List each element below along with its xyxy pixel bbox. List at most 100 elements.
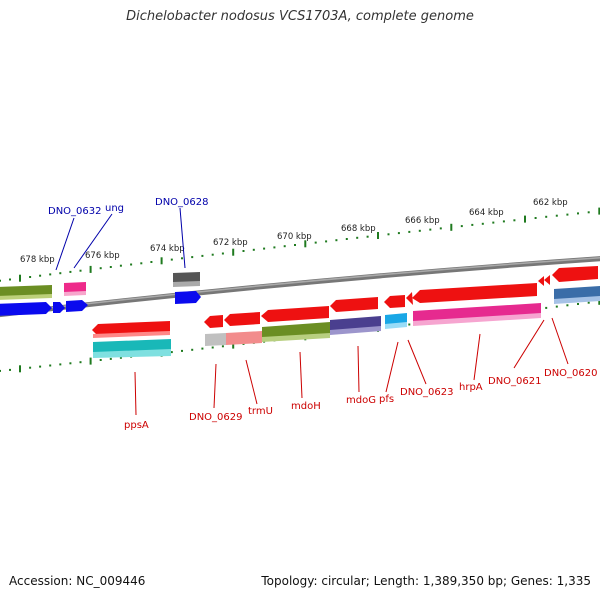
inner-ring-minor-tick: [408, 323, 411, 326]
outer-ring-minor-tick: [460, 225, 463, 228]
scale-label: 678 kbp: [20, 255, 55, 265]
outer-ring-minor-tick: [283, 245, 286, 248]
gene-feature-dno0629[interactable]: [204, 315, 223, 328]
gene-feature-blue-3[interactable]: [66, 300, 88, 312]
inner-ring-minor-tick: [170, 351, 173, 354]
topology-text: Topology: circular; Length: 1,389,350 bp…: [261, 574, 591, 588]
outer-ring-minor-tick: [181, 257, 183, 260]
forward-strand-features: [0, 272, 201, 316]
outer-ring-minor-tick: [49, 273, 52, 276]
inner-ring-minor-tick: [69, 362, 72, 365]
outer-ring-minor-tick: [587, 211, 590, 214]
gene-label-ppsA[interactable]: ppsA: [124, 420, 149, 431]
inner-ring-minor-tick: [587, 301, 590, 304]
inner-ring-minor-tick: [9, 368, 11, 371]
gene-feature-dno0623[interactable]: [406, 292, 413, 305]
inner-ring-minor-tick: [221, 345, 224, 348]
gene-label-mdoG[interactable]: mdoG: [346, 395, 376, 406]
outer-ring-minor-tick: [492, 221, 495, 224]
gene-feature-trmU[interactable]: [224, 312, 260, 326]
outer-ring-minor-tick: [555, 214, 558, 217]
gene-feature-dno0632[interactable]: [0, 302, 52, 316]
gene-cog-salmon[interactable]: [226, 331, 262, 345]
inner-ring-major-tick: [598, 297, 600, 305]
gene-label-dno0621[interactable]: DNO_0621: [488, 376, 542, 387]
gene-feature-pfs[interactable]: [384, 295, 405, 308]
outer-ring-major-tick: [598, 207, 600, 215]
gene-feature-ung[interactable]: [64, 282, 86, 294]
scale-label: 674 kbp: [150, 244, 185, 254]
outer-ring-minor-tick: [314, 241, 317, 244]
inner-ring-minor-tick: [545, 306, 548, 309]
outer-ring-minor-tick: [191, 256, 194, 259]
gene-feature-dno0621[interactable]: [538, 276, 544, 286]
outer-ring-minor-tick: [418, 229, 421, 232]
inner-ring-minor-tick: [59, 363, 62, 366]
inner-ring-minor-tick: [79, 361, 82, 364]
outer-ring-minor-tick: [273, 246, 276, 249]
gene-feature-mdoH[interactable]: [261, 306, 329, 322]
gene-label-hrpA[interactable]: hrpA: [459, 382, 483, 393]
gene-label-dno0620[interactable]: DNO_0620: [544, 368, 598, 379]
outer-ring-minor-tick: [325, 240, 328, 243]
outer-ring-minor-tick: [366, 235, 369, 238]
gene-label-dno0632[interactable]: DNO_0632: [48, 206, 102, 217]
outer-ring-minor-tick: [387, 233, 390, 236]
outer-ring-minor-tick: [150, 261, 153, 263]
outer-ring-major-tick: [19, 274, 21, 282]
outer-ring-minor-tick: [397, 232, 400, 235]
outer-ring-minor-tick: [79, 269, 82, 272]
outer-ring-minor-tick: [335, 239, 338, 242]
inner-ring-minor-tick: [191, 348, 194, 351]
outer-ring-minor-tick: [356, 236, 359, 239]
scale-label: 670 kbp: [277, 232, 312, 242]
outer-ring-minor-tick: [471, 223, 474, 226]
accession-text: Accession: NC_009446: [9, 574, 146, 588]
gene-feature-dno0628[interactable]: [173, 272, 200, 283]
inner-ring-major-tick: [89, 357, 92, 365]
gene-label-trmU[interactable]: trmU: [248, 406, 273, 417]
outer-ring-minor-tick: [577, 212, 579, 215]
gene-label-dno0628[interactable]: DNO_0628: [155, 197, 209, 208]
inner-ring-minor-tick: [109, 357, 112, 360]
scale-label: 676 kbp: [85, 251, 120, 261]
map-title: Dichelobacter nodosus VCS1703A, complete…: [126, 9, 474, 24]
inner-ring-minor-tick: [99, 359, 102, 361]
gene-label-dno0623[interactable]: DNO_0623: [400, 387, 454, 398]
gene-feature-blue-2[interactable]: [53, 302, 65, 313]
gene-feature-mdoG[interactable]: [330, 297, 378, 312]
gene-cog-gray[interactable]: [205, 333, 226, 346]
gene-label-ung[interactable]: ung: [105, 203, 124, 214]
label-leader-lines: [55, 207, 569, 416]
outer-ring-minor-tick: [221, 252, 224, 255]
outer-ring-minor-tick: [439, 227, 442, 230]
outer-ring-minor-tick: [429, 228, 432, 231]
inner-ring-major-tick: [19, 365, 21, 373]
inner-ring-minor-tick: [555, 305, 558, 308]
gene-feature-blue-4[interactable]: [175, 291, 201, 304]
gene-labels: DNO_0632 ung DNO_0628 ppsA DNO_0629 trmU…: [48, 197, 598, 431]
outer-ring-minor-tick: [201, 254, 204, 257]
outer-ring-minor-tick: [130, 263, 133, 266]
outer-ring-minor-tick: [534, 217, 537, 219]
inner-ring-minor-tick: [566, 304, 569, 307]
outer-ring-major-tick: [160, 257, 163, 265]
outer-ring-minor-tick: [0, 279, 1, 282]
outer-ring-minor-tick: [29, 276, 32, 278]
gene-feature-hrpA[interactable]: [412, 283, 537, 303]
gene-feature-dno0620[interactable]: [552, 266, 598, 282]
outer-ring-major-tick: [232, 248, 235, 256]
outer-ring-minor-tick: [513, 219, 516, 222]
outer-ring-minor-tick: [9, 278, 11, 281]
outer-ring-minor-tick: [99, 267, 102, 270]
outer-ring-minor-tick: [294, 244, 296, 246]
gene-label-dno0629[interactable]: DNO_0629: [189, 412, 243, 423]
outer-tick-ring: [0, 207, 600, 282]
outer-ring-minor-tick: [69, 270, 72, 273]
scale-label: 662 kbp: [533, 198, 568, 208]
gene-label-pfs[interactable]: pfs: [379, 394, 394, 405]
gene-label-mdoH[interactable]: mdoH: [291, 401, 321, 412]
gene-cog-magenta[interactable]: [413, 303, 541, 323]
outer-ring-minor-tick: [140, 262, 143, 265]
